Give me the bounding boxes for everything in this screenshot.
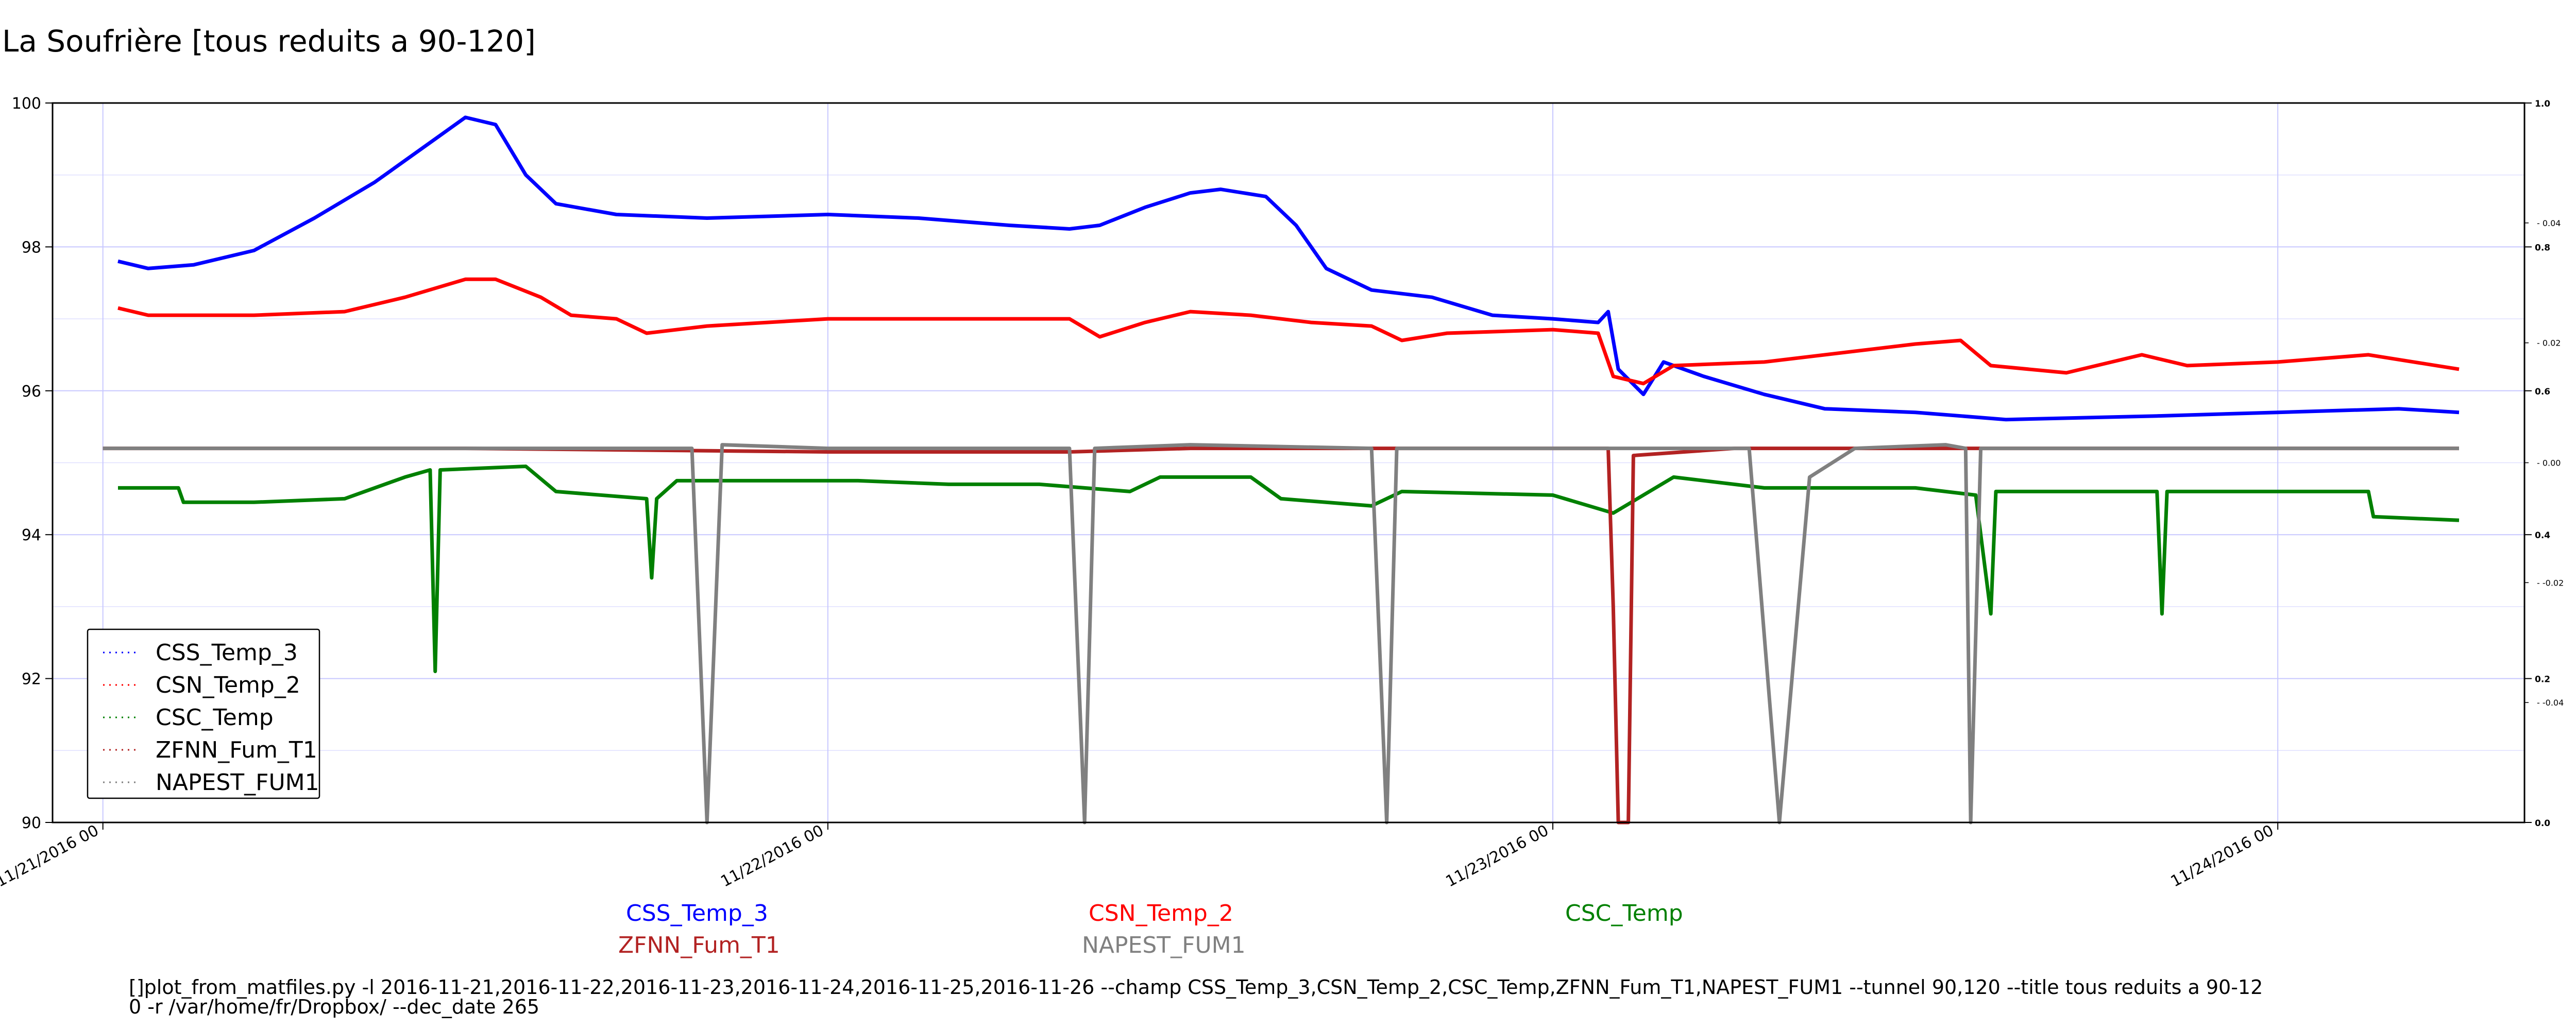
series-line-ZFNN_Fum_T1: [103, 447, 2459, 825]
y-tick-label: 94: [22, 526, 41, 544]
legend-label: ZFNN_Fum_T1: [156, 737, 317, 763]
x-tick-label: 11/24/2016 00: [2168, 821, 2277, 890]
legend-label: CSC_Temp: [156, 705, 274, 731]
x-tick-label: 11/21/2016 00: [0, 821, 101, 890]
y2-minor-tick-label: - -0.04: [2537, 698, 2564, 708]
y2-minor-tick-label: - -0.02: [2537, 578, 2564, 588]
y2-minor-tick-label: - 0.02: [2537, 338, 2561, 348]
command-line: 0 -r /var/home/fr/Dropbox/ --dec_date 26…: [129, 995, 540, 1018]
series-line-NAPEST_FUM1: [103, 443, 2459, 825]
x-tick-label: 11/22/2016 00: [718, 821, 826, 890]
y2-tick-label: 0.2: [2535, 675, 2550, 685]
page-title: La Soufrière [tous reduits a 90-120]: [2, 24, 536, 59]
series-line-CSS_Temp_3: [117, 115, 2460, 422]
y-tick-label: 96: [22, 383, 41, 401]
x-tick-label: 11/23/2016 00: [1443, 821, 1552, 890]
y2-tick-label: 1.0: [2535, 99, 2550, 109]
y-tick-label: 90: [22, 814, 41, 832]
y2-minor-tick-label: - 0.00: [2537, 458, 2561, 468]
bottom-legend-label: ZFNN_Fum_T1: [618, 932, 780, 958]
series-line-CSC_Temp: [118, 465, 2460, 674]
y2-tick-label: 0.6: [2535, 387, 2550, 397]
y2-tick-label: 0.4: [2535, 530, 2550, 541]
y-tick-label: 100: [12, 95, 41, 113]
y2-minor-tick-label: - 0.04: [2537, 218, 2561, 228]
series-line-CSN_Temp_2: [117, 277, 2460, 386]
y-tick-label: 92: [22, 671, 41, 689]
command-line: []plot_from_matfiles.py -l 2016-11-21,20…: [129, 976, 2263, 999]
legend-label: NAPEST_FUM1: [156, 769, 319, 796]
bottom-legend-label: CSN_Temp_2: [1089, 900, 1233, 926]
bottom-legend-label: NAPEST_FUM1: [1082, 932, 1246, 958]
legend-label: CSS_Temp_3: [156, 640, 298, 666]
legend-box: [87, 628, 320, 799]
y2-tick-label: 0.0: [2535, 818, 2550, 829]
bottom-legend-label: CSC_Temp: [1565, 900, 1683, 926]
y-tick-label: 98: [22, 238, 41, 256]
legend: CSS_Temp_3 CSN_Temp_2 CSC_Temp ZFNN_Fum_T1 N…: [87, 628, 320, 799]
legend-label: CSN_Temp_2: [156, 672, 300, 698]
bottom-legend-label: CSS_Temp_3: [626, 900, 768, 926]
y2-tick-label: 0.8: [2535, 243, 2550, 253]
